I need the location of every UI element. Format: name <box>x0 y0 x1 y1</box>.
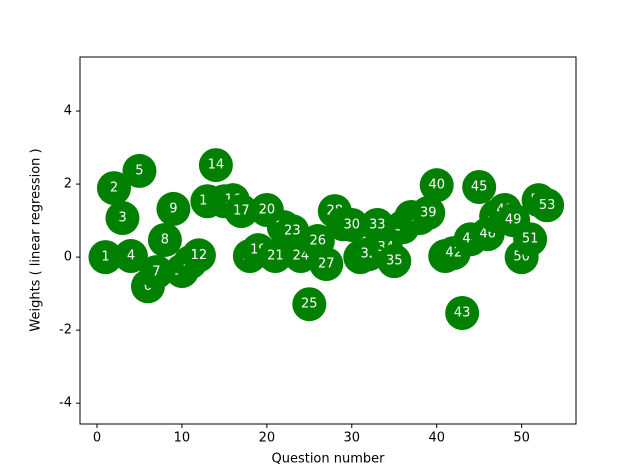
point <box>309 247 344 282</box>
y-tick-label: 2 <box>64 177 72 192</box>
point <box>411 195 446 230</box>
point <box>334 207 369 242</box>
point <box>156 191 191 226</box>
point-label: 30 <box>344 217 361 232</box>
point <box>530 188 565 223</box>
y-tick-label: -2 <box>59 323 72 338</box>
point <box>96 171 131 206</box>
point-label: 4 <box>127 249 135 264</box>
point-label: 39 <box>420 205 437 220</box>
point-label: 24 <box>293 249 310 264</box>
x-tick-label: 0 <box>93 431 101 446</box>
point <box>88 240 123 275</box>
point <box>292 287 327 322</box>
point-label: 27 <box>318 257 335 272</box>
point <box>105 201 140 236</box>
point <box>122 153 157 188</box>
point <box>198 148 233 183</box>
point <box>147 222 182 257</box>
point-label: 40 <box>428 178 445 193</box>
point <box>419 168 454 203</box>
x-axis-label: Question number <box>271 452 385 467</box>
point <box>224 194 259 229</box>
point <box>113 239 148 274</box>
point-label: 53 <box>539 198 556 213</box>
point <box>377 244 412 279</box>
point-label: 8 <box>161 232 169 247</box>
point-label: 12 <box>191 248 208 263</box>
point-label: 43 <box>454 305 471 320</box>
point-label: 51 <box>522 232 539 247</box>
point-label: 25 <box>301 297 318 312</box>
x-tick-label: 10 <box>174 431 191 446</box>
point-label: 3 <box>118 211 126 226</box>
point-label: 7 <box>152 265 160 280</box>
point <box>139 255 174 290</box>
y-tick-label: 0 <box>64 250 72 265</box>
point-label: 1 <box>101 250 109 265</box>
point-label: 21 <box>267 249 284 264</box>
point-label: 49 <box>505 213 522 228</box>
point-label: 26 <box>310 234 327 249</box>
point <box>445 295 480 330</box>
point-label: 14 <box>208 158 225 173</box>
x-tick-label: 50 <box>513 431 530 446</box>
x-tick-label: 30 <box>344 431 361 446</box>
y-tick-label: 4 <box>64 104 72 119</box>
point-label: 33 <box>369 217 386 232</box>
point-label: 9 <box>169 201 177 216</box>
point-label: 17 <box>233 204 250 219</box>
point <box>181 238 216 273</box>
y-axis-label: Weights ( linear regression ) <box>29 148 44 331</box>
x-tick-label: 40 <box>428 431 445 446</box>
y-tick-label: -4 <box>59 396 72 411</box>
x-tick-label: 20 <box>259 431 276 446</box>
point-label: 2 <box>110 181 118 196</box>
point <box>462 170 497 205</box>
plot-frame <box>79 56 577 425</box>
point-label: 35 <box>386 254 403 269</box>
point <box>513 222 548 257</box>
point-label: 20 <box>259 203 276 218</box>
point-label: 5 <box>135 163 143 178</box>
point-label: 45 <box>471 180 488 195</box>
point <box>258 239 293 274</box>
point-label: 23 <box>284 224 301 239</box>
